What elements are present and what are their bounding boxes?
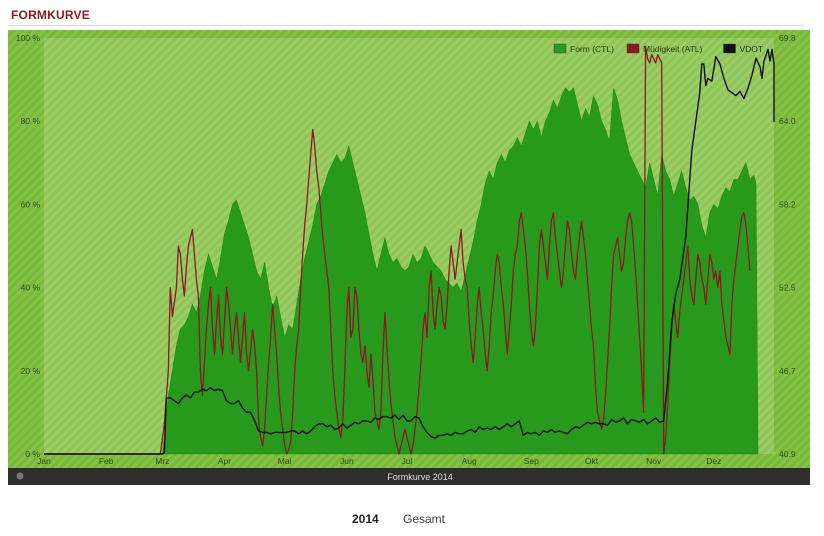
x-tick-label: Nov bbox=[646, 456, 662, 466]
formkurve-chart-svg: 0 % 20 % 40 % 60 % 80 % 100 % 40.9 46.7 52.5 58.… bbox=[8, 30, 810, 485]
y-right-tick-label: 52.5 bbox=[779, 283, 796, 293]
x-tick-label: Jan bbox=[37, 456, 51, 466]
x-tick-label: Aug bbox=[462, 456, 477, 466]
tab-total[interactable]: Gesamt bbox=[403, 512, 446, 526]
x-tick-label: Jun bbox=[340, 456, 354, 466]
legend-swatch bbox=[723, 43, 736, 54]
y-left-tick-label: 0 % bbox=[25, 449, 40, 459]
x-tick-label: Mrz bbox=[155, 456, 169, 466]
right-axis: 40.9 46.7 52.5 58.2 64.0 69.8 bbox=[779, 33, 796, 459]
series-vdot-line bbox=[44, 48, 775, 455]
series-layer bbox=[44, 45, 775, 455]
title-divider bbox=[8, 25, 804, 26]
legend-label: Müdigkeit (ATL) bbox=[643, 44, 703, 54]
legend-label: Form (CTL) bbox=[570, 44, 614, 54]
y-left-tick-label: 100 % bbox=[16, 33, 41, 43]
x-tick-label: Mai bbox=[278, 456, 292, 466]
legend: Form (CTL) Müdigkeit (ATL) VDOT bbox=[553, 43, 764, 54]
series-m-digkeit-atl-line bbox=[44, 45, 751, 455]
x-tick-label: Dez bbox=[706, 456, 721, 466]
x-axis: Jan Feb Mrz Apr Mai Jun Jul Aug Sep Okt Nov Dez bbox=[37, 456, 721, 466]
series-form-ctl-area bbox=[44, 87, 759, 455]
y-left-tick-label: 40 % bbox=[21, 283, 41, 293]
y-right-tick-label: 46.7 bbox=[779, 366, 796, 376]
legend-swatch bbox=[553, 43, 567, 54]
legend-label: VDOT bbox=[740, 44, 764, 54]
y-right-tick-label: 58.2 bbox=[779, 199, 796, 209]
x-tick-label: Sep bbox=[524, 456, 539, 466]
x-tick-label: Feb bbox=[99, 456, 114, 466]
x-tick-label: Apr bbox=[218, 456, 231, 466]
panel-title: FORMKURVE bbox=[11, 8, 90, 22]
footer-dot-icon bbox=[16, 472, 24, 480]
x-tick-label: Jul bbox=[402, 456, 413, 466]
left-axis: 0 % 20 % 40 % 60 % 80 % 100 % bbox=[16, 33, 41, 459]
legend-swatch bbox=[626, 43, 640, 54]
tab-year[interactable]: 2014 bbox=[352, 512, 379, 526]
formkurve-chart: 0 % 20 % 40 % 60 % 80 % 100 % 40.9 46.7 52.5 58.… bbox=[8, 30, 810, 485]
y-right-tick-label: 40.9 bbox=[779, 449, 796, 459]
y-left-tick-label: 80 % bbox=[21, 116, 41, 126]
x-tick-label: Okt bbox=[585, 456, 599, 466]
chart-footer-bar bbox=[8, 468, 810, 485]
period-tabs: 2014 Gesamt bbox=[0, 512, 824, 532]
y-left-tick-label: 20 % bbox=[21, 366, 41, 376]
y-right-tick-label: 69.8 bbox=[779, 33, 796, 43]
y-right-tick-label: 64.0 bbox=[779, 116, 796, 126]
y-left-tick-label: 60 % bbox=[21, 199, 41, 209]
chart-footer-caption: Formkurve 2014 bbox=[387, 472, 453, 482]
